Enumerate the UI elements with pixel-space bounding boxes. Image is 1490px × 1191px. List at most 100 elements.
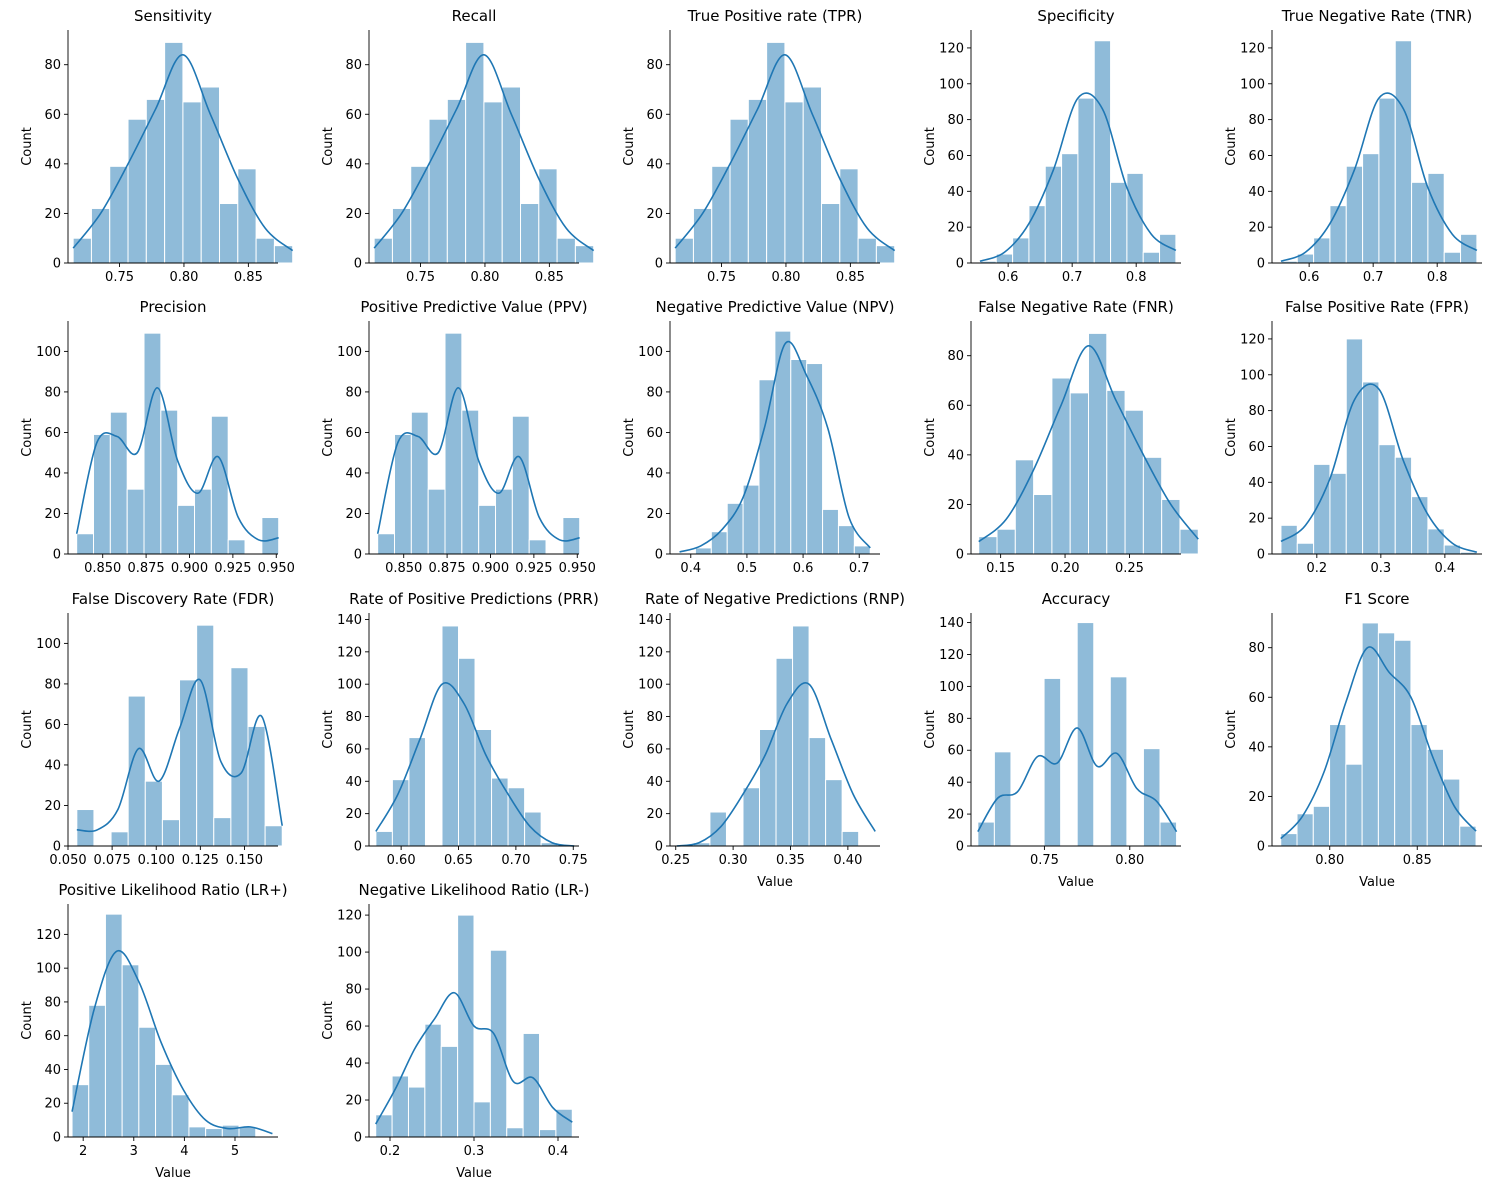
histogram-bar xyxy=(440,1045,459,1138)
y-axis-label: Count xyxy=(20,1001,35,1040)
histogram-bar xyxy=(506,1127,524,1138)
x-tick-label: 0.80 xyxy=(1115,853,1144,868)
y-tick-label: 40 xyxy=(44,758,61,773)
x-tick-label: 0.875 xyxy=(127,561,164,576)
y-tick-label: 140 xyxy=(638,613,663,628)
y-tick-label: 0 xyxy=(53,840,61,855)
y-tick-label: 40 xyxy=(345,775,362,790)
chart-panel-13: 0 20 40 60 80 100 120 140 0.25 0.30 0.35 0.40 Rate o… xyxy=(622,590,905,890)
y-tick-label: 0 xyxy=(354,1131,362,1146)
chart-panel-3: 0 20 40 60 80 0.75 0.80 0.85 True Positive rate … xyxy=(622,7,896,285)
histogram-bar xyxy=(273,245,294,264)
histogram-bar xyxy=(155,1063,173,1138)
histogram-bar xyxy=(461,409,480,555)
y-tick-label: 80 xyxy=(44,995,61,1010)
y-tick-label: 100 xyxy=(939,680,964,695)
chart-title: False Positive Rate (FPR) xyxy=(1285,298,1469,316)
y-tick-label: 0 xyxy=(53,257,61,272)
y-tick-label: 80 xyxy=(646,385,663,400)
y-tick-label: 100 xyxy=(337,678,362,693)
y-tick-label: 20 xyxy=(44,1097,61,1112)
x-tick-label: 0.80 xyxy=(1315,853,1344,868)
x-tick-label: 0.8 xyxy=(1126,270,1147,285)
y-tick-label: 0 xyxy=(956,548,964,563)
histogram-bar xyxy=(121,964,140,1138)
y-tick-label: 20 xyxy=(947,498,964,513)
histogram-bar xyxy=(391,207,412,264)
histogram-bar xyxy=(127,695,146,847)
histogram-bar xyxy=(996,528,1016,555)
histogram-bar xyxy=(177,504,196,555)
histogram-bar xyxy=(574,245,595,264)
histogram-bar xyxy=(138,1026,157,1138)
y-axis-label: Count xyxy=(622,127,637,166)
histogram-bar xyxy=(674,237,694,264)
x-tick-label: 0.900 xyxy=(171,561,208,576)
y-tick-label: 120 xyxy=(1240,332,1265,347)
histogram-bar xyxy=(264,825,283,847)
histogram-bar xyxy=(1110,181,1128,264)
histogram-bar xyxy=(1329,724,1347,847)
y-tick-label: 20 xyxy=(345,207,362,222)
histogram-bar xyxy=(394,433,412,555)
histogram-bar xyxy=(692,207,713,264)
y-tick-label: 120 xyxy=(939,41,964,56)
x-tick-label: 3 xyxy=(130,1144,138,1159)
y-tick-label: 140 xyxy=(337,613,362,628)
histogram-bar xyxy=(710,531,728,555)
y-tick-label: 60 xyxy=(1248,440,1265,455)
x-tick-label: 0.20 xyxy=(1051,561,1080,576)
histogram-bar xyxy=(424,1023,442,1138)
chart-panel-12: 0 20 40 60 80 100 120 140 0.60 0.65 0.70 0.75 Rate o… xyxy=(321,590,599,868)
y-tick-label: 40 xyxy=(1248,740,1265,755)
histogram-bar xyxy=(444,332,463,555)
y-tick-label: 60 xyxy=(646,108,663,123)
y-tick-label: 40 xyxy=(947,448,964,463)
histogram-bar xyxy=(210,415,229,555)
x-tick-label: 0.7 xyxy=(849,561,870,576)
x-tick-label: 4 xyxy=(180,1144,188,1159)
histogram-bar xyxy=(76,809,95,847)
y-tick-label: 40 xyxy=(947,776,964,791)
histogram-bar xyxy=(792,625,810,847)
x-tick-label: 0.75 xyxy=(559,853,588,868)
chart-title: Sensitivity xyxy=(134,7,212,25)
y-tick-label: 140 xyxy=(939,616,964,631)
chart-title: Recall xyxy=(452,7,497,25)
kde-curve xyxy=(76,678,284,833)
histogram-bar xyxy=(127,118,147,264)
y-tick-label: 100 xyxy=(36,345,61,360)
kde-curve xyxy=(676,682,876,847)
y-tick-label: 80 xyxy=(1248,404,1265,419)
chart-title: True Positive rate (TPR) xyxy=(687,7,863,25)
histogram-bar xyxy=(1329,205,1347,264)
histogram-bar xyxy=(188,1126,207,1138)
histogram-bar xyxy=(1411,181,1429,264)
y-tick-label: 40 xyxy=(1248,476,1265,491)
y-tick-label: 0 xyxy=(956,257,964,272)
x-tick-label: 0.900 xyxy=(472,561,509,576)
chart-title: False Negative Rate (FNR) xyxy=(978,298,1174,316)
histogram-bar xyxy=(491,777,509,847)
histogram-bar xyxy=(837,525,855,555)
y-axis-label: Count xyxy=(1224,418,1239,457)
histogram-bar xyxy=(478,504,497,555)
chart-panel-11: 0 20 40 60 80 100 0.050 0.075 0.100 0.125 0.150 Fal… xyxy=(20,590,284,868)
kde-curve xyxy=(1280,92,1478,262)
y-tick-label: 40 xyxy=(345,157,362,172)
x-tick-label: 5 xyxy=(231,1144,239,1159)
x-tick-label: 0.40 xyxy=(833,853,862,868)
y-tick-label: 40 xyxy=(947,185,964,200)
y-tick-label: 0 xyxy=(655,257,663,272)
y-tick-label: 0 xyxy=(956,840,964,855)
kde-curve xyxy=(1280,646,1477,840)
histogram-bar xyxy=(458,657,476,847)
histogram-bar xyxy=(1377,632,1396,847)
x-tick-label: 0.875 xyxy=(428,561,465,576)
chart-panel-4: 0 20 40 60 80 100 120 0.6 0.7 0.8 Specificity Count xyxy=(923,7,1181,285)
histogram-bar xyxy=(194,488,212,555)
histogram-bar xyxy=(1394,40,1413,264)
histogram-bar xyxy=(104,913,123,1138)
x-tick-label: 0.80 xyxy=(470,270,499,285)
kde-curve xyxy=(75,387,279,542)
